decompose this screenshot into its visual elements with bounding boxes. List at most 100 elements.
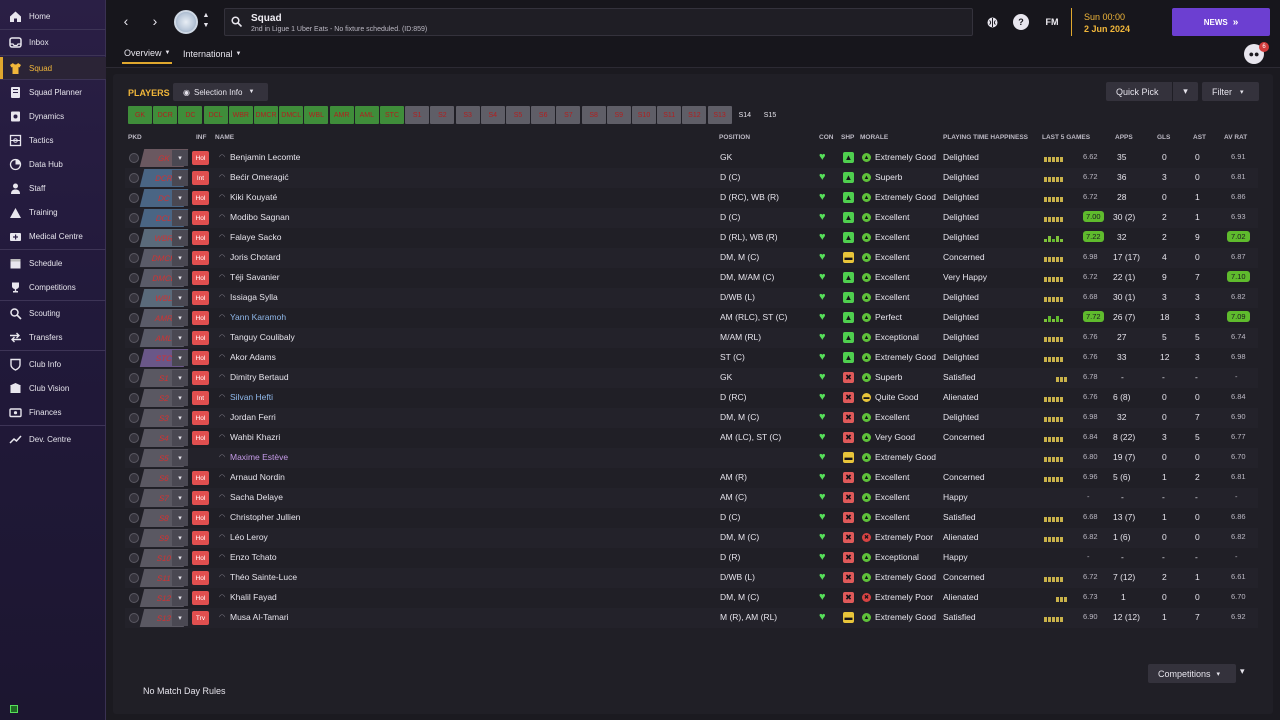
- table-row[interactable]: S10 ▾ Hol ◠ Enzo Tchato D (R) ♥ ✖ ▲ Exceptional Ha…: [125, 548, 1258, 568]
- col-position[interactable]: POSITION: [719, 134, 751, 141]
- tab-international[interactable]: International ▼: [183, 49, 242, 59]
- sidebar-item-tactics[interactable]: Tactics: [0, 129, 106, 151]
- table-row[interactable]: DMCR ▾ Hol ◠ Joris Chotard DM, M (C) ♥ ▬ ▲ Excell…: [125, 248, 1258, 268]
- player-name[interactable]: Jordan Ferri: [230, 412, 276, 422]
- player-name[interactable]: Théo Sainte-Luce: [230, 572, 298, 582]
- expand-chevron-icon[interactable]: ▾: [1240, 666, 1245, 676]
- position-button-s4[interactable]: S4: [480, 106, 505, 124]
- position-button-wbl[interactable]: WBL: [304, 106, 329, 124]
- position-button-s6[interactable]: S6: [531, 106, 556, 124]
- chevron-down-icon[interactable]: ▾: [172, 170, 188, 186]
- col-shp[interactable]: SHP: [841, 134, 855, 141]
- chevron-down-icon[interactable]: ▾: [172, 610, 188, 626]
- sidebar-item-dev-centre[interactable]: Dev. Centre: [0, 428, 106, 450]
- penalty-kick-toggle[interactable]: [129, 313, 139, 323]
- penalty-kick-toggle[interactable]: [129, 353, 139, 363]
- competitions-dropdown[interactable]: Competitions ▾: [1148, 664, 1236, 683]
- news-button[interactable]: NEWS»: [1172, 8, 1270, 36]
- player-name[interactable]: Dimitry Bertaud: [230, 372, 289, 382]
- table-row[interactable]: S1 ▾ Hol ◠ Dimitry Bertaud GK ♥ ✖ ▲ Superb Satisfi…: [125, 368, 1258, 388]
- player-name[interactable]: Khalil Fayad: [230, 592, 277, 602]
- col-gls[interactable]: GLS: [1157, 134, 1171, 141]
- chevron-down-icon[interactable]: ▾: [172, 550, 188, 566]
- table-row[interactable]: DCR ▾ Int ◠ Bećir Omeragić D (C) ♥ ▲ ▲ Superb Deli…: [125, 168, 1258, 188]
- club-crest[interactable]: [174, 10, 198, 34]
- chevron-down-icon[interactable]: ▾: [1172, 82, 1198, 101]
- penalty-kick-toggle[interactable]: [129, 573, 139, 583]
- player-name[interactable]: Yann Karamoh: [230, 312, 287, 322]
- game-date[interactable]: Sun 00:00 2 Jun 2024: [1071, 8, 1163, 36]
- table-row[interactable]: STC ▾ Hol ◠ Akor Adams ST (C) ♥ ▲ ▲ Extremely Goo…: [125, 348, 1258, 368]
- penalty-kick-toggle[interactable]: [129, 213, 139, 223]
- col-last5[interactable]: LAST 5 GAMES: [1042, 134, 1091, 141]
- player-name[interactable]: Sacha Delaye: [230, 492, 283, 502]
- col-apps[interactable]: APPS: [1115, 134, 1133, 141]
- player-name[interactable]: Téji Savanier: [230, 272, 280, 282]
- penalty-kick-toggle[interactable]: [129, 433, 139, 443]
- penalty-kick-toggle[interactable]: [129, 253, 139, 263]
- chevron-down-icon[interactable]: ▾: [172, 390, 188, 406]
- chevron-down-icon[interactable]: ▾: [172, 270, 188, 286]
- penalty-kick-toggle[interactable]: [129, 553, 139, 563]
- table-row[interactable]: S12 ▾ Hol ◠ Khalil Fayad DM, M (C) ♥ ✖ ✖ Extremel…: [125, 588, 1258, 608]
- sidebar-item-medical-centre[interactable]: Medical Centre: [0, 225, 106, 247]
- player-name[interactable]: Silvan Hefti: [230, 392, 273, 402]
- position-button-gk[interactable]: GK: [128, 106, 152, 124]
- position-button-s5[interactable]: S5: [506, 106, 530, 124]
- selection-info-button[interactable]: ◉ Selection Info ▼: [173, 83, 268, 101]
- chevron-down-icon[interactable]: ▾: [172, 150, 188, 166]
- player-name[interactable]: Benjamin Lecomte: [230, 152, 301, 162]
- position-button-stc[interactable]: STC: [380, 106, 404, 124]
- position-button-amr[interactable]: AMR: [329, 106, 354, 124]
- table-row[interactable]: S2 ▾ Int ◠ Silvan Hefti D (RC) ♥ ✖ ▬ Quite Good Al…: [125, 388, 1258, 408]
- penalty-kick-toggle[interactable]: [129, 293, 139, 303]
- chevron-down-icon[interactable]: ▾: [172, 570, 188, 586]
- position-button-aml[interactable]: AML: [354, 106, 379, 124]
- chevron-down-icon[interactable]: ▾: [172, 370, 188, 386]
- chevron-down-icon[interactable]: ▾: [172, 310, 188, 326]
- sidebar-item-data-hub[interactable]: Data Hub: [0, 153, 106, 175]
- player-name[interactable]: Enzo Tchato: [230, 552, 277, 562]
- table-row[interactable]: GK ▾ Hol ◠ Benjamin Lecomte GK ♥ ▲ ▲ Extremely Go…: [125, 148, 1258, 168]
- position-button-dc[interactable]: DC: [178, 106, 203, 124]
- player-name[interactable]: Bećir Omeragić: [230, 172, 289, 182]
- col-ast[interactable]: AST: [1193, 134, 1206, 141]
- sidebar-item-staff[interactable]: Staff: [0, 177, 106, 199]
- chevron-down-icon[interactable]: ▾: [172, 250, 188, 266]
- back-button[interactable]: ‹: [115, 10, 137, 32]
- player-name[interactable]: Joris Chotard: [230, 252, 281, 262]
- help-icon[interactable]: ?: [1013, 14, 1029, 30]
- fm-menu-button[interactable]: FM: [1045, 17, 1059, 27]
- chevron-down-icon[interactable]: ▾: [172, 530, 188, 546]
- sidebar-item-squad-planner[interactable]: Squad Planner: [0, 81, 106, 103]
- penalty-kick-toggle[interactable]: [129, 413, 139, 423]
- table-row[interactable]: S5 ▾ ◠ Maxime Estève ♥ ▬ ▲ Extremely Good 6.80 19…: [125, 448, 1258, 468]
- position-button-s2[interactable]: S2: [430, 106, 455, 124]
- match-day-rules[interactable]: No Match Day Rules: [143, 686, 226, 696]
- sidebar-item-club-info[interactable]: Club Info: [0, 353, 106, 375]
- table-row[interactable]: S13 ▾ Trv ◠ Musa Al-Tamari M (R), AM (RL) ♥ ▬ ▲ E…: [125, 608, 1258, 628]
- position-button-dcr[interactable]: DCR: [153, 106, 178, 124]
- chevron-down-icon[interactable]: ▾: [172, 590, 188, 606]
- position-button-s15[interactable]: S15: [763, 111, 777, 119]
- player-name[interactable]: Christopher Jullien: [230, 512, 301, 522]
- table-row[interactable]: S9 ▾ Hol ◠ Léo Leroy DM, M (C) ♥ ✖ ✖ Extremely Po…: [125, 528, 1258, 548]
- player-name[interactable]: Tanguy Coulibaly: [230, 332, 295, 342]
- table-row[interactable]: WBL ▾ Hol ◠ Issiaga Sylla D/WB (L) ♥ ▲ ▲ Excellen…: [125, 288, 1258, 308]
- chevron-down-icon[interactable]: ▾: [172, 470, 188, 486]
- position-button-wbr[interactable]: WBR: [228, 106, 253, 124]
- position-button-s10[interactable]: S10: [632, 106, 656, 124]
- table-row[interactable]: S11 ▾ Hol ◠ Théo Sainte-Luce D/WB (L) ♥ ✖ ▲ Extre…: [125, 568, 1258, 588]
- position-button-dmcl[interactable]: DMCL: [279, 106, 304, 124]
- quick-pick-button[interactable]: Quick Pick ▾: [1106, 82, 1198, 101]
- col-avrat[interactable]: AV RAT: [1224, 134, 1248, 141]
- penalty-kick-toggle[interactable]: [129, 153, 139, 163]
- col-happiness[interactable]: PLAYING TIME HAPPINESS: [943, 134, 1028, 141]
- tab-overview[interactable]: Overview ▼: [122, 44, 173, 64]
- position-button-s1[interactable]: S1: [405, 106, 430, 124]
- sidebar-item-finances[interactable]: Finances: [0, 401, 106, 423]
- player-name[interactable]: Musa Al-Tamari: [230, 612, 289, 622]
- player-name[interactable]: Wahbi Khazri: [230, 432, 281, 442]
- chevron-down-icon[interactable]: ▾: [172, 450, 188, 466]
- table-row[interactable]: AML ▾ Hol ◠ Tanguy Coulibaly M/AM (RL) ♥ ▲ ▲ Exce…: [125, 328, 1258, 348]
